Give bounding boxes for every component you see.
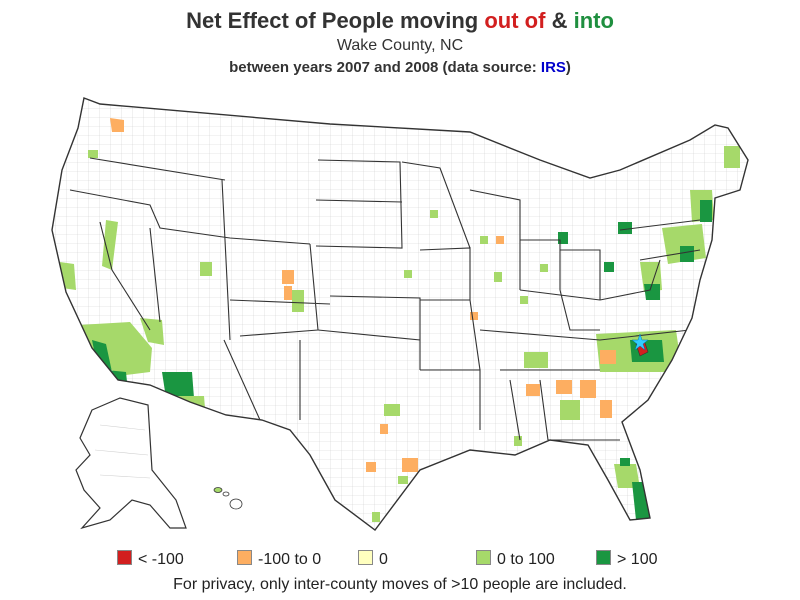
us-county-map <box>51 97 749 531</box>
legend-item-zero: 0 <box>358 549 388 571</box>
title-out-of: out of <box>484 8 546 33</box>
legend-swatch <box>358 550 373 565</box>
state-borders <box>69 157 701 441</box>
wake-county-marker <box>631 333 649 357</box>
legend: < -100 -100 to 0 0 0 to 100 > 100 <box>0 549 800 571</box>
legend-swatch <box>476 550 491 565</box>
map-title: Net Effect of People moving out of & int… <box>186 8 614 33</box>
alaska <box>75 397 187 530</box>
legend-swatch <box>117 550 132 565</box>
legend-swatch <box>237 550 252 565</box>
legend-item-0-to-100: 0 to 100 <box>476 549 555 571</box>
privacy-note: For privacy, only inter-county moves of … <box>173 576 627 593</box>
legend-item-lt-neg100: < -100 <box>117 549 184 571</box>
legend-item-gt-100: > 100 <box>596 549 657 571</box>
title-into: into <box>573 8 614 33</box>
legend-item-neg100-to-0: -100 to 0 <box>237 549 321 571</box>
legend-swatch <box>596 550 611 565</box>
map-subtitle: Wake County, NC <box>336 37 464 54</box>
map-subtitle-source: between years 2007 and 2008 (data source… <box>229 59 571 76</box>
irs-link[interactable]: IRS <box>540 59 566 76</box>
hawaii <box>213 487 243 510</box>
